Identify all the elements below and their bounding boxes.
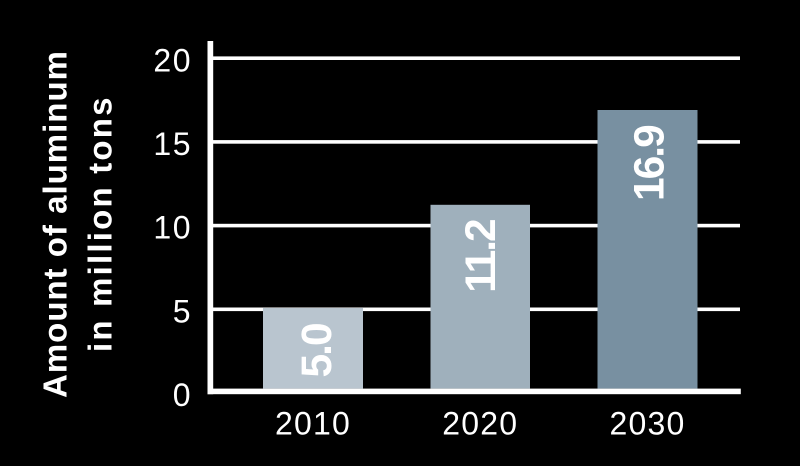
svg-text:20: 20	[153, 42, 192, 78]
svg-text:11.2: 11.2	[458, 220, 505, 293]
svg-text:5.0: 5.0	[294, 324, 341, 377]
svg-text:2020: 2020	[442, 405, 518, 441]
svg-text:5: 5	[173, 293, 191, 329]
svg-text:2010: 2010	[275, 405, 351, 441]
svg-text:10: 10	[153, 210, 192, 246]
svg-text:16.9: 16.9	[627, 125, 674, 201]
svg-text:in million tons: in million tons	[82, 95, 119, 352]
svg-text:Amount of aluminum: Amount of aluminum	[37, 50, 74, 398]
svg-text:0: 0	[173, 377, 191, 413]
svg-text:2030: 2030	[610, 405, 686, 441]
svg-text:15: 15	[153, 126, 192, 162]
